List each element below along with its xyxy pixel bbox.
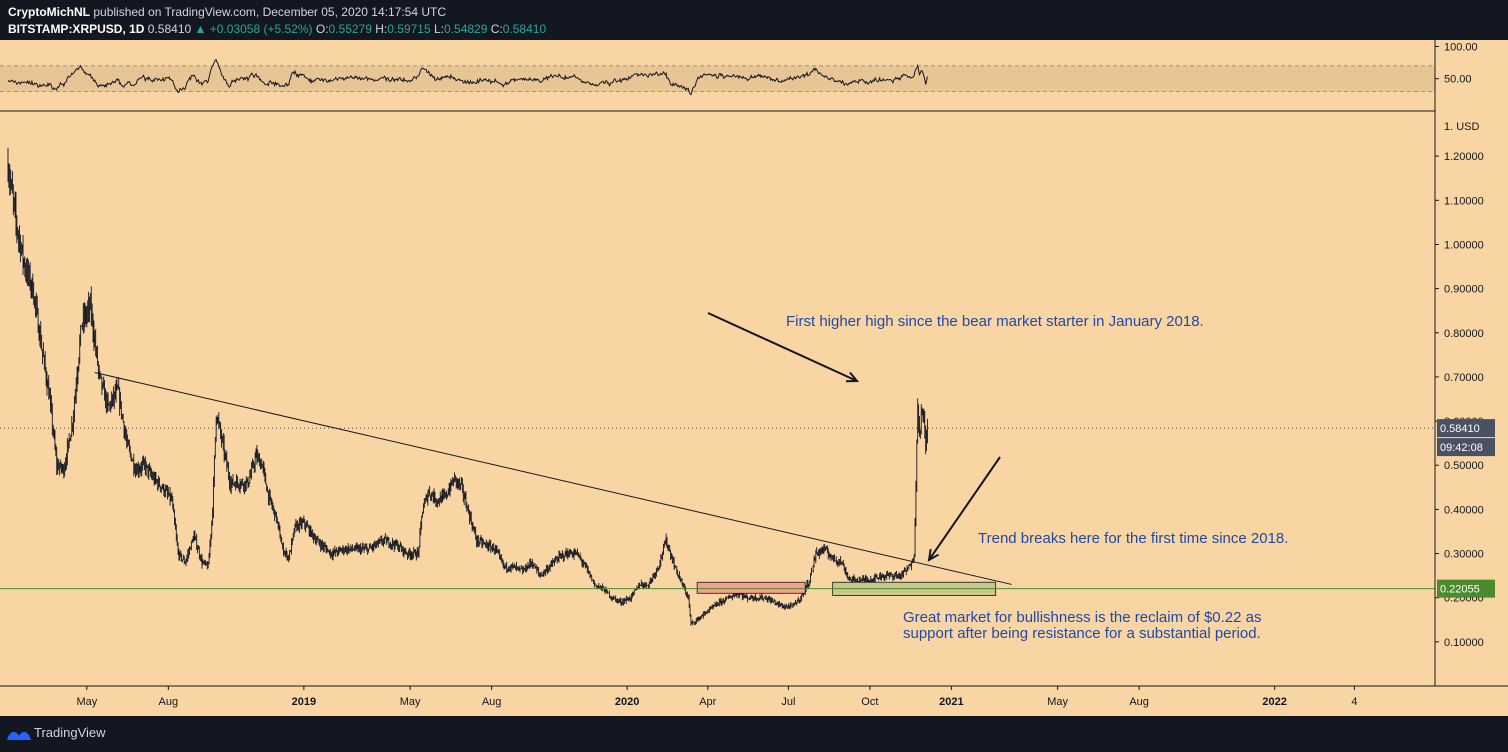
time-tick-label: May bbox=[400, 696, 421, 708]
price-axis[interactable]: 1. USD 1.20000 1.10000 1.00000 0.90000 0.8000… bbox=[1434, 40, 1508, 716]
last-price-badge bbox=[1437, 419, 1495, 438]
up-arrow-icon: ▲ bbox=[194, 22, 207, 36]
arrow-to-breakout-head bbox=[927, 548, 940, 562]
open-label: O: bbox=[315, 22, 329, 36]
time-tick-label: May bbox=[76, 696, 97, 708]
last-price-text: 0.58410 bbox=[147, 22, 192, 36]
author-name[interactable]: CryptoMichNL bbox=[8, 5, 90, 19]
chart-header: CryptoMichNL published on TradingView.co… bbox=[0, 0, 1508, 40]
low-label: L: bbox=[434, 22, 445, 36]
time-tick-label: 2021 bbox=[939, 696, 963, 708]
time-tick-label: 4 bbox=[1351, 696, 1357, 708]
trendline[interactable] bbox=[94, 372, 1012, 585]
high-label: H: bbox=[375, 22, 388, 36]
support-price-badge bbox=[1437, 579, 1495, 598]
time-tick-label: Aug bbox=[1129, 696, 1149, 708]
time-tick-label: 2022 bbox=[1262, 696, 1286, 708]
countdown-badge bbox=[1437, 438, 1495, 457]
chart-area[interactable]: 1. USD 1.20000 1.10000 1.00000 0.90000 0.8000… bbox=[0, 40, 1508, 716]
time-tick-label: 2020 bbox=[615, 696, 639, 708]
price-pane[interactable] bbox=[7, 147, 928, 626]
symbol-info: BITSTAMP:XRPUSD, 1D 0.58410 ▲ +0.03058 (… bbox=[8, 22, 546, 36]
change-text: +0.03058 (+5.52%) bbox=[209, 22, 313, 36]
price-tick-label: 1.00000 bbox=[1444, 239, 1484, 251]
price-tick-label: 0.80000 bbox=[1444, 328, 1484, 340]
tradingview-logo-icon[interactable] bbox=[6, 726, 32, 742]
publish-info: CryptoMichNL published on TradingView.co… bbox=[8, 5, 446, 19]
close-value: 0.58410 bbox=[502, 22, 547, 36]
time-tick-label: May bbox=[1047, 696, 1068, 708]
time-tick-label: 2019 bbox=[292, 696, 316, 708]
chart-background bbox=[0, 40, 1508, 716]
price-tick-label: 0.40000 bbox=[1444, 504, 1484, 516]
price-tick-label: 0.10000 bbox=[1444, 637, 1484, 649]
annotation-reclaim-line2: support after being resistance for a sub… bbox=[903, 625, 1261, 642]
time-axis[interactable]: May Aug 2019 May Aug 2020 Apr Jul Oct 2021 May Aug 2… bbox=[0, 685, 1508, 708]
arrow-to-high[interactable] bbox=[707, 312, 858, 382]
price-tick-label: 1.10000 bbox=[1444, 195, 1484, 207]
time-tick-label: Aug bbox=[482, 696, 502, 708]
arrow-to-breakout[interactable] bbox=[928, 456, 1001, 561]
price-axis-unit: 1. USD bbox=[1444, 121, 1480, 133]
price-tick-label: 0.50000 bbox=[1444, 460, 1484, 472]
annotation-reclaim-line1: Great market for bullishness is the recl… bbox=[903, 609, 1262, 626]
high-value: 0.59715 bbox=[387, 22, 431, 36]
last-price-label: 0.58410 bbox=[1440, 423, 1480, 435]
symbol-name[interactable]: BITSTAMP:XRPUSD, 1D bbox=[8, 22, 145, 36]
time-tick-label: Apr bbox=[699, 696, 716, 708]
low-value: 0.54829 bbox=[444, 22, 488, 36]
annotation-higher-high: First higher high since the bear market … bbox=[786, 313, 1204, 330]
footer-brand[interactable]: TradingView bbox=[34, 725, 106, 740]
price-tick-label: 0.90000 bbox=[1444, 284, 1484, 296]
countdown-label: 09:42:08 bbox=[1440, 442, 1483, 454]
time-tick-label: Jul bbox=[781, 696, 795, 708]
price-tick-label: 1.20000 bbox=[1444, 151, 1484, 163]
price-axis-bg bbox=[1435, 40, 1508, 716]
rsi-tick-label: 100.00 bbox=[1444, 41, 1478, 53]
rsi-line bbox=[7, 59, 928, 96]
drawings-layer bbox=[0, 312, 1435, 596]
close-label: C: bbox=[490, 22, 503, 36]
support-price-label: 0.22055 bbox=[1440, 584, 1480, 596]
time-tick-label: Oct bbox=[861, 696, 878, 708]
price-tick-label: 0.70000 bbox=[1444, 372, 1484, 384]
annotation-trend-break: Trend breaks here for the first time sin… bbox=[978, 530, 1288, 547]
rsi-pane[interactable] bbox=[0, 59, 1435, 96]
red-zone[interactable] bbox=[696, 581, 806, 594]
open-value: 0.55279 bbox=[328, 22, 372, 36]
price-tick-label: 0.30000 bbox=[1444, 549, 1484, 561]
published-text: published on TradingView.com, December 0… bbox=[93, 5, 447, 19]
arrow-to-high-head bbox=[845, 371, 860, 383]
rsi-tick-label: 50.00 bbox=[1444, 74, 1472, 86]
time-tick-label: Aug bbox=[159, 696, 179, 708]
footer-bar bbox=[0, 716, 1508, 752]
